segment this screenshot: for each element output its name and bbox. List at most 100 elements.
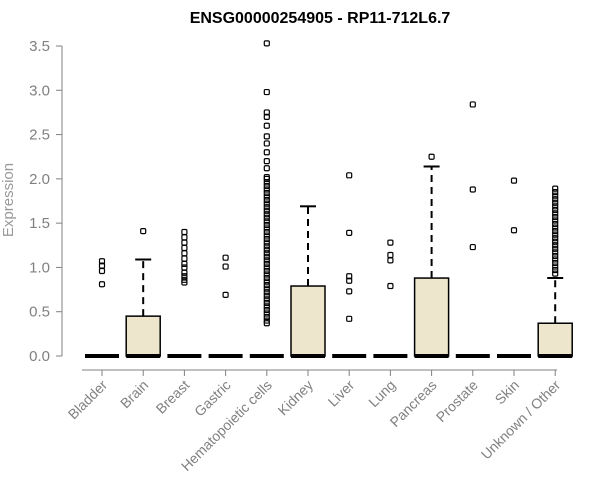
outlier-point xyxy=(263,88,270,96)
outlier-point xyxy=(181,269,188,276)
outlier-point xyxy=(263,278,270,285)
outlier-point xyxy=(263,257,270,264)
boxplot-series xyxy=(85,40,573,358)
outlier-point xyxy=(469,186,476,193)
box-iqr xyxy=(537,322,573,357)
outlier-point xyxy=(181,250,188,257)
outlier-point xyxy=(263,274,270,282)
outlier-point xyxy=(263,214,270,221)
outlier-point xyxy=(552,238,559,245)
outlier-point xyxy=(263,221,270,229)
outlier-point xyxy=(263,173,270,181)
outlier-point xyxy=(387,239,394,246)
box-iqr xyxy=(125,315,161,357)
outlier-point xyxy=(387,282,394,290)
outlier-point xyxy=(222,291,229,298)
outlier-point xyxy=(552,231,559,238)
outlier-point xyxy=(552,220,559,228)
outlier-point xyxy=(510,227,518,234)
outlier-point xyxy=(181,244,188,252)
outlier-point xyxy=(552,192,559,199)
outlier-point xyxy=(552,206,559,213)
x-tick-label: Liver xyxy=(325,377,358,410)
outlier-point xyxy=(263,133,270,140)
outlier-point xyxy=(98,267,106,275)
box-prostate xyxy=(455,101,490,358)
outlier-point xyxy=(263,40,270,47)
outlier-point xyxy=(552,235,559,242)
box-liver xyxy=(332,172,367,358)
y-tick-label: 3.0 xyxy=(29,82,50,99)
box-bladder xyxy=(85,258,119,358)
y-axis-label: Expression xyxy=(0,163,17,237)
outlier-point xyxy=(263,260,270,267)
outlier-point xyxy=(263,109,270,116)
box-brain xyxy=(125,228,161,358)
x-tick-label: Skin xyxy=(492,377,523,408)
outlier-point xyxy=(263,306,270,314)
outlier-point xyxy=(263,253,270,260)
outlier-point xyxy=(263,282,270,289)
outlier-point xyxy=(263,158,270,165)
outlier-point xyxy=(346,288,353,295)
outlier-point xyxy=(263,232,270,239)
outlier-point xyxy=(263,228,270,236)
outlier-point xyxy=(263,239,270,246)
box-lung xyxy=(373,239,408,358)
outlier-point xyxy=(263,299,270,306)
outlier-point xyxy=(263,140,270,147)
outlier-point xyxy=(263,317,270,324)
outlier-point xyxy=(263,193,270,200)
outlier-point xyxy=(552,228,559,235)
outlier-point xyxy=(469,101,476,108)
outlier-point xyxy=(552,203,559,210)
outlier-point xyxy=(552,185,559,192)
outlier-point xyxy=(263,182,270,190)
outlier-point xyxy=(263,189,270,197)
outlier-point xyxy=(181,239,188,246)
outlier-point xyxy=(263,313,270,321)
y-tick-label: 2.0 xyxy=(29,171,50,188)
outlier-point xyxy=(552,249,559,256)
chart-title: ENSG00000254905 - RP11-712L6.7 xyxy=(190,10,451,27)
outlier-point xyxy=(263,246,270,253)
outlier-point xyxy=(552,256,559,263)
y-tick-label: 0.5 xyxy=(29,304,50,321)
outlier-point xyxy=(263,218,270,225)
outlier-point xyxy=(181,276,188,283)
box-skin xyxy=(497,177,531,358)
outlier-point xyxy=(387,257,394,264)
x-tick-label: Breast xyxy=(153,377,193,417)
outlier-point xyxy=(263,264,270,271)
x-tick-label: Bladder xyxy=(65,377,111,423)
x-tick-label: Kidney xyxy=(275,377,317,419)
outlier-point xyxy=(263,289,270,296)
outlier-point xyxy=(263,285,270,292)
outlier-point xyxy=(263,271,270,278)
outlier-point xyxy=(346,229,353,236)
outlier-point xyxy=(552,263,559,270)
outlier-point xyxy=(263,149,270,156)
outlier-point xyxy=(263,235,270,243)
y-tick-label: 2.5 xyxy=(29,127,50,144)
x-tick-label: Brain xyxy=(117,377,151,411)
outlier-point xyxy=(181,273,188,280)
outlier-point xyxy=(263,267,270,275)
outlier-point xyxy=(346,172,353,179)
outlier-point xyxy=(263,165,270,172)
outlier-point xyxy=(263,296,270,303)
box-gastric xyxy=(208,254,243,358)
outlier-point xyxy=(552,213,559,221)
outlier-point xyxy=(181,228,188,236)
outlier-point xyxy=(263,207,270,214)
outlier-point xyxy=(469,243,476,251)
y-tick-label: 0.0 xyxy=(29,348,50,365)
outlier-point xyxy=(263,200,270,207)
outlier-point xyxy=(428,153,435,160)
y-ticks: 0.0 0.5 1.0 1.5 2.0 2.5 3.0 3.5 xyxy=(29,38,62,365)
y-tick-label: 1.5 xyxy=(29,215,50,232)
box-iqr xyxy=(290,285,326,357)
outlier-point xyxy=(181,264,188,271)
